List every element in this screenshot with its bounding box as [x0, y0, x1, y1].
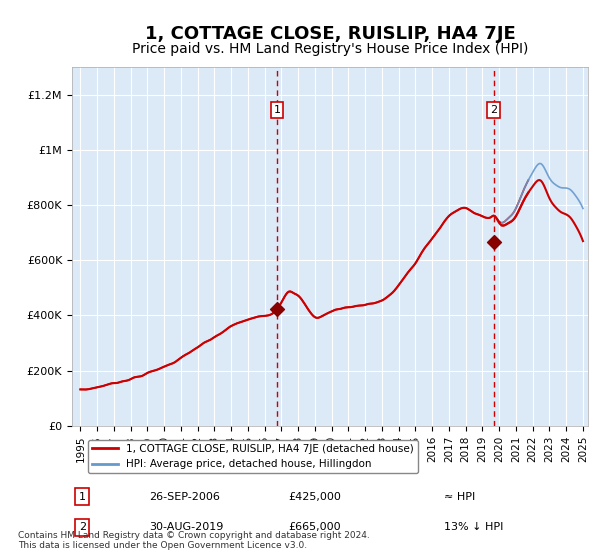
Point [489, 238, 499, 247]
Text: 1: 1 [274, 105, 280, 115]
Text: Price paid vs. HM Land Registry's House Price Index (HPI): Price paid vs. HM Land Registry's House … [132, 42, 528, 56]
Text: 30-AUG-2019: 30-AUG-2019 [149, 522, 224, 533]
Text: Contains HM Land Registry data © Crown copyright and database right 2024.
This d: Contains HM Land Registry data © Crown c… [18, 530, 370, 550]
Text: 1, COTTAGE CLOSE, RUISLIP, HA4 7JE: 1, COTTAGE CLOSE, RUISLIP, HA4 7JE [145, 25, 515, 43]
Text: 13% ↓ HPI: 13% ↓ HPI [443, 522, 503, 533]
Text: 2: 2 [79, 522, 86, 533]
Text: 2: 2 [490, 105, 497, 115]
Text: 1: 1 [79, 492, 86, 502]
Point [272, 304, 281, 313]
Text: £665,000: £665,000 [289, 522, 341, 533]
Legend: 1, COTTAGE CLOSE, RUISLIP, HA4 7JE (detached house), HPI: Average price, detache: 1, COTTAGE CLOSE, RUISLIP, HA4 7JE (deta… [88, 440, 418, 473]
Text: £425,000: £425,000 [289, 492, 341, 502]
Text: ≈ HPI: ≈ HPI [443, 492, 475, 502]
Text: 26-SEP-2006: 26-SEP-2006 [149, 492, 220, 502]
